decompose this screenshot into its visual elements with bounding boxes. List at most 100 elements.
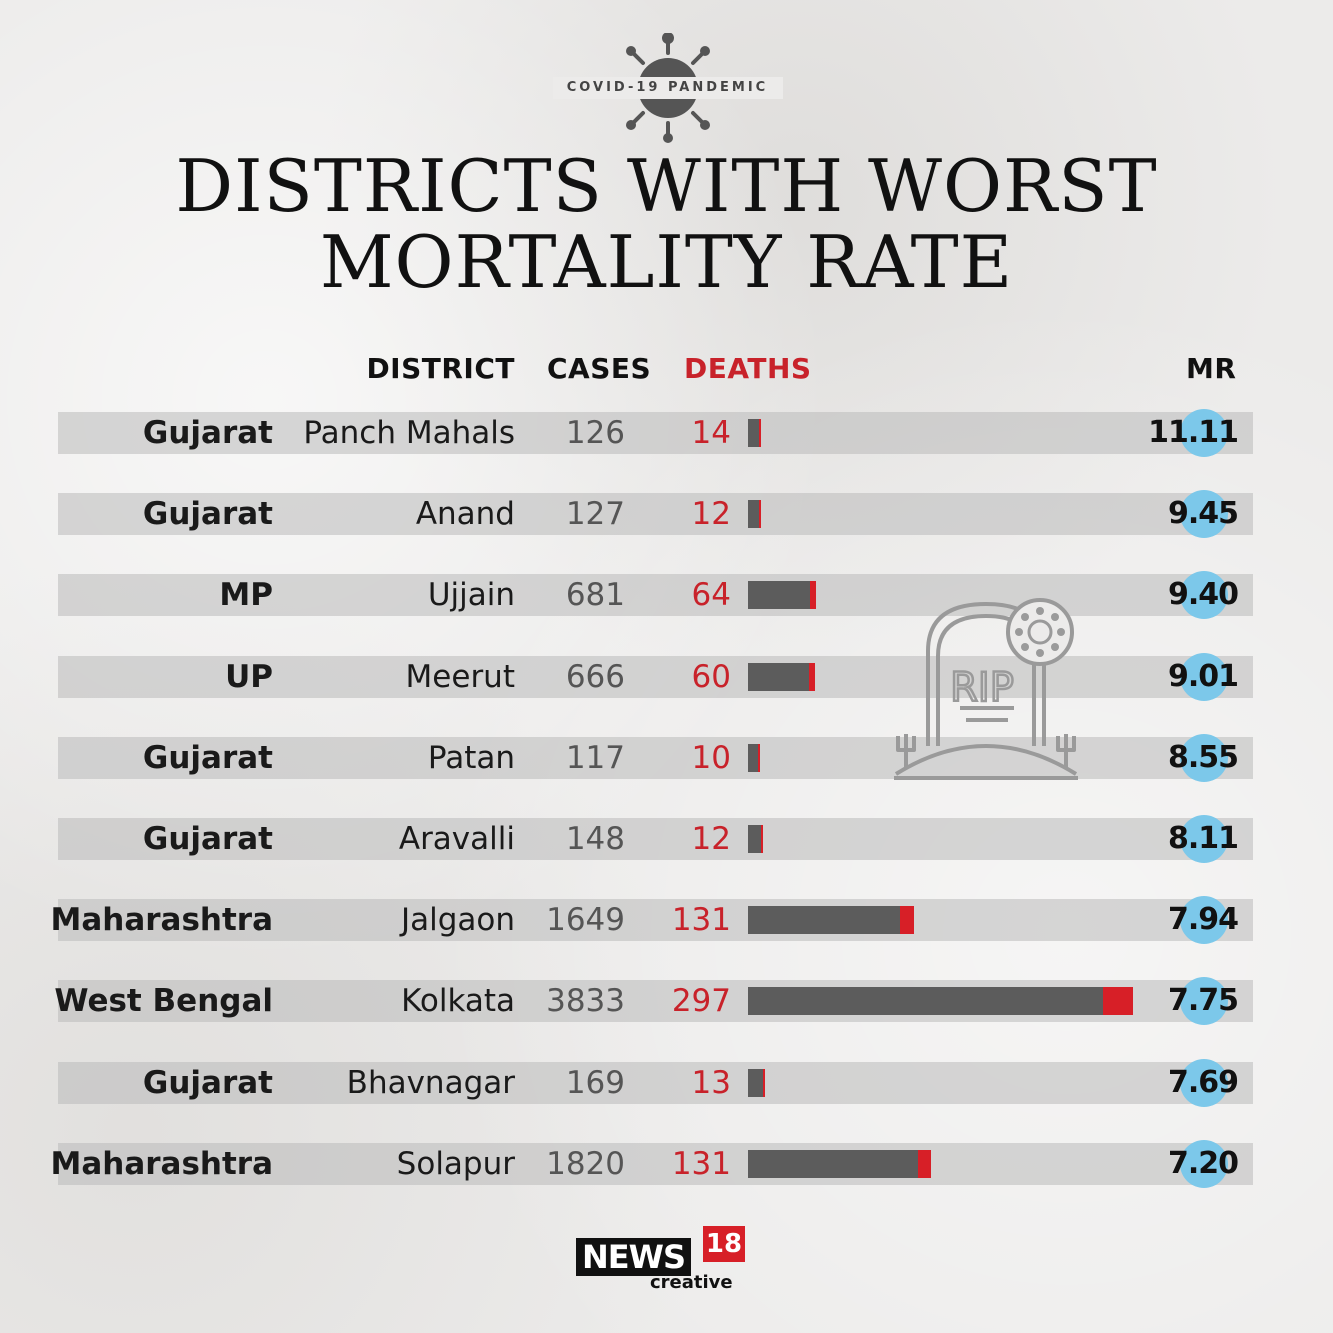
table-row: Gujarat Aravalli 148 12 8.11 (0, 815, 1333, 863)
deaths-bar-segment (758, 419, 761, 447)
header-deaths: DEATHS (684, 352, 812, 385)
logo-18: 18 (703, 1226, 745, 1262)
deaths-bar-segment (1103, 987, 1133, 1016)
cases-bar-segment (748, 419, 759, 447)
table-row: MP Ujjain 681 64 9.40 (0, 571, 1333, 620)
mr-value: 11.11 (1148, 415, 1239, 450)
mr-marker-dot (1180, 815, 1228, 863)
mr-marker-dot (1180, 1139, 1228, 1188)
cases-cell: 3833 (546, 983, 625, 1020)
mr-marker-dot (1180, 652, 1228, 701)
district-cell: Solapur (396, 1145, 515, 1182)
district-cell: Ujjain (427, 577, 515, 614)
cases-bar (748, 662, 815, 691)
deaths-cell: 131 (671, 1145, 731, 1182)
cases-bar (748, 987, 1133, 1016)
deaths-cell: 12 (691, 821, 731, 857)
logo-creative: creative (650, 1272, 733, 1293)
cases-cell: 126 (565, 415, 625, 451)
district-cell: Bhavnagar (346, 1064, 515, 1101)
district-cell: Anand (415, 496, 515, 533)
row-band (58, 493, 1253, 536)
district-cell: Aravalli (398, 821, 515, 857)
cases-cell: 681 (565, 577, 625, 614)
title-line-1: DISTRICTS WITH WORST (175, 144, 1158, 228)
cases-bar (748, 825, 763, 853)
mr-value: 9.40 (1167, 577, 1239, 613)
cases-bar (748, 581, 817, 610)
coronavirus-icon (553, 33, 783, 143)
mr-value: 7.75 (1167, 983, 1239, 1019)
cases-cell: 127 (565, 496, 625, 533)
deaths-bar-segment (808, 662, 815, 691)
deaths-bar-segment (760, 825, 763, 853)
header-mr: MR (1186, 352, 1237, 385)
mr-marker-dot (1180, 571, 1228, 620)
deaths-cell: 131 (671, 902, 731, 939)
state-cell: West Bengal (54, 983, 273, 1020)
cases-cell: 148 (565, 821, 625, 857)
tomb-rip-text: RIP (950, 665, 1014, 711)
district-cell: Kolkata (401, 983, 515, 1020)
logo-news: NEWS (576, 1238, 691, 1276)
tombstone-rip-icon: RIP (894, 598, 1078, 780)
deaths-cell: 297 (671, 983, 731, 1020)
badge-text: COVID-19 PANDEMIC (566, 80, 769, 95)
deaths-bar-segment (758, 500, 761, 529)
mr-marker-dot (1180, 977, 1228, 1026)
state-cell: Maharashtra (50, 902, 273, 939)
cases-bar (748, 743, 760, 772)
district-cell: Patan (427, 739, 515, 776)
row-band (58, 412, 1253, 454)
deaths-cell: 60 (691, 658, 731, 695)
mr-marker-dot (1180, 409, 1228, 457)
cases-bar-segment (748, 987, 1104, 1016)
mr-value: 7.20 (1167, 1145, 1239, 1181)
table-row: Maharashtra Solapur 1820 131 7.20 (0, 1139, 1333, 1188)
cases-bar (748, 1068, 765, 1097)
cases-cell: 666 (565, 658, 625, 695)
table-row: West Bengal Kolkata 3833 297 7.75 (0, 977, 1333, 1026)
mr-value: 9.01 (1167, 658, 1239, 694)
state-cell: Gujarat (142, 496, 273, 533)
mr-value: 8.11 (1167, 821, 1239, 856)
deaths-bar-segment (757, 743, 760, 772)
mr-marker-dot (1180, 490, 1228, 539)
table-row: UP Meerut 666 60 9.01 (0, 652, 1333, 701)
row-band (58, 818, 1253, 860)
cases-bar-segment (748, 1149, 918, 1178)
cases-bar-segment (748, 743, 758, 772)
cases-bar-segment (748, 906, 901, 935)
mr-marker-dot (1180, 1058, 1228, 1107)
cases-bar (748, 1149, 931, 1178)
table-row: Gujarat Panch Mahals 126 14 11.11 (0, 409, 1333, 457)
deaths-bar-segment (809, 581, 817, 610)
deaths-cell: 12 (691, 496, 731, 533)
state-cell: Gujarat (142, 821, 273, 857)
deaths-cell: 64 (691, 577, 731, 614)
state-cell: Gujarat (142, 1064, 273, 1101)
row-band (58, 1142, 1253, 1185)
cases-bar-segment (748, 825, 761, 853)
table-row: Gujarat Anand 127 12 9.45 (0, 490, 1333, 539)
cases-bar (748, 500, 761, 529)
table-row: Maharashtra Jalgaon 1649 131 7.94 (0, 896, 1333, 945)
cases-bar (748, 419, 761, 447)
page-title: DISTRICTS WITH WORST MORTALITY RATE (0, 148, 1333, 300)
table-row: Gujarat Patan 117 10 8.55 (0, 733, 1333, 782)
cases-cell: 117 (565, 739, 625, 776)
cases-cell: 169 (565, 1064, 625, 1101)
cases-bar (748, 906, 914, 935)
cases-bar-segment (748, 581, 810, 610)
district-cell: Meerut (405, 658, 515, 695)
state-cell: Gujarat (142, 415, 273, 451)
mr-value: 7.94 (1167, 902, 1239, 938)
deaths-cell: 10 (691, 739, 731, 776)
mr-value: 9.45 (1167, 496, 1239, 532)
title-line-2: MORTALITY RATE (319, 220, 1014, 304)
deaths-bar-segment (900, 906, 914, 935)
deaths-bar-segment (917, 1149, 931, 1178)
mr-value: 7.69 (1167, 1064, 1239, 1100)
state-cell: Maharashtra (50, 1145, 273, 1182)
mr-marker-dot (1180, 896, 1228, 945)
